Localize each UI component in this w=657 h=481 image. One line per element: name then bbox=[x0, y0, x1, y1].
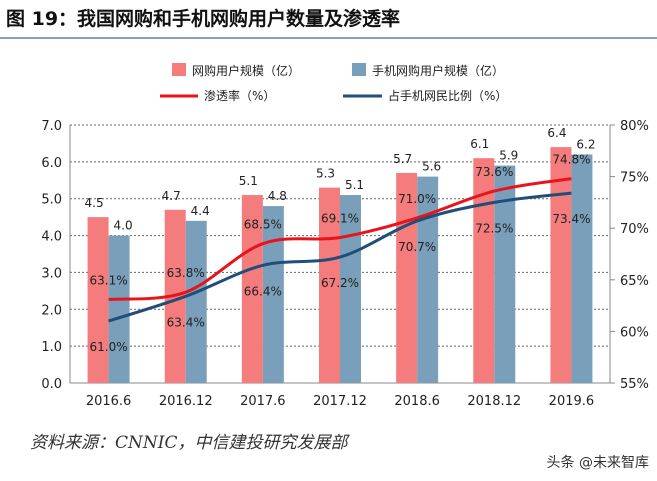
x-tick-label: 2016.6 bbox=[86, 394, 132, 409]
bar-online-users bbox=[87, 217, 109, 383]
legend-label: 手机网购用户规模（亿） bbox=[372, 63, 504, 78]
line-value-label: 74.8% bbox=[552, 153, 590, 167]
bar-mobile-users bbox=[108, 235, 130, 383]
x-tick-label: 2017.6 bbox=[240, 394, 286, 409]
title-divider bbox=[0, 37, 657, 39]
bar-online-users bbox=[550, 147, 572, 383]
figure-title: 图 19：我国网购和手机网购用户数量及渗透率 bbox=[6, 8, 401, 30]
y-right-tick-label: 60% bbox=[620, 325, 649, 340]
line-value-label: 70.7% bbox=[398, 240, 436, 254]
bar-mobile-users bbox=[494, 165, 516, 383]
y-right-tick-label: 55% bbox=[620, 377, 649, 392]
y-left-tick-label: 6.0 bbox=[41, 156, 62, 171]
line-value-label: 63.4% bbox=[167, 315, 205, 329]
line-value-label: 67.2% bbox=[321, 276, 359, 290]
bar-value-label: 5.7 bbox=[393, 152, 412, 166]
bar-value-label: 4.0 bbox=[114, 219, 133, 233]
bar-value-label: 5.1 bbox=[239, 174, 258, 188]
legend-label: 网购用户规模（亿） bbox=[192, 63, 300, 78]
y-left-tick-label: 1.0 bbox=[41, 340, 62, 355]
x-tick-label: 2017.12 bbox=[313, 394, 367, 409]
bar-mobile-users bbox=[417, 176, 439, 383]
y-left-tick-label: 3.0 bbox=[41, 266, 62, 281]
bar-value-label: 5.3 bbox=[316, 167, 335, 181]
bar-online-users bbox=[396, 172, 418, 383]
line-mobile-ratio bbox=[108, 191, 572, 323]
line-value-label: 66.4% bbox=[244, 284, 282, 298]
bar-mobile-users bbox=[262, 206, 284, 383]
line-value-label: 69.1% bbox=[321, 211, 359, 225]
line-penetration bbox=[108, 177, 572, 301]
bar-value-label: 4.5 bbox=[85, 196, 104, 210]
bar-mobile-users bbox=[185, 220, 207, 383]
line-value-label: 73.6% bbox=[475, 165, 513, 179]
bar-online-users bbox=[241, 195, 263, 383]
bar-value-label: 4.4 bbox=[191, 204, 210, 218]
line-value-label: 72.5% bbox=[475, 221, 513, 235]
bar-mobile-users bbox=[571, 154, 593, 383]
bar-value-label: 6.4 bbox=[547, 126, 566, 140]
bar-value-label: 6.1 bbox=[470, 137, 489, 151]
x-tick-label: 2018.12 bbox=[467, 394, 521, 409]
x-tick-label: 2019.6 bbox=[549, 394, 595, 409]
y-left-tick-label: 5.0 bbox=[41, 193, 62, 208]
bar-value-label: 5.6 bbox=[422, 160, 441, 174]
bar-online-users bbox=[473, 158, 495, 383]
y-left-tick-label: 2.0 bbox=[41, 303, 62, 318]
line-value-label: 61.0% bbox=[90, 340, 128, 354]
x-tick-label: 2018.6 bbox=[394, 394, 440, 409]
y-left-tick-label: 0.0 bbox=[41, 377, 62, 392]
source-note: 资料来源：CNNIC，中信建投研究发展部 bbox=[30, 433, 348, 453]
x-tick-label: 2016.12 bbox=[159, 394, 213, 409]
y-right-tick-label: 65% bbox=[620, 274, 649, 289]
bar-value-label: 5.1 bbox=[345, 178, 364, 192]
bar-value-label: 5.9 bbox=[499, 149, 518, 163]
line-value-label: 73.4% bbox=[552, 212, 590, 226]
legend-swatch-online-users bbox=[172, 63, 186, 76]
y-left-tick-label: 7.0 bbox=[41, 119, 62, 134]
line-value-label: 63.1% bbox=[90, 273, 128, 287]
bar-value-label: 4.7 bbox=[162, 189, 181, 203]
line-value-label: 63.8% bbox=[167, 266, 205, 280]
legend-label: 渗透率（%） bbox=[204, 88, 275, 103]
y-left-tick-label: 4.0 bbox=[41, 230, 62, 245]
y-right-tick-label: 80% bbox=[620, 119, 649, 134]
bar-mobile-users bbox=[340, 195, 361, 383]
watermark: 头条 @未来智库 bbox=[546, 455, 649, 471]
legend-swatch-mobile-users bbox=[352, 63, 366, 76]
bar-value-label: 4.8 bbox=[268, 189, 287, 203]
legend-label: 占手机网民比例（%） bbox=[388, 88, 507, 103]
line-value-label: 71.0% bbox=[398, 192, 436, 206]
y-right-tick-label: 70% bbox=[620, 222, 649, 237]
y-right-tick-label: 75% bbox=[620, 171, 649, 186]
bar-value-label: 6.2 bbox=[576, 137, 595, 151]
line-value-label: 68.5% bbox=[244, 218, 282, 232]
bar-online-users bbox=[319, 187, 340, 383]
